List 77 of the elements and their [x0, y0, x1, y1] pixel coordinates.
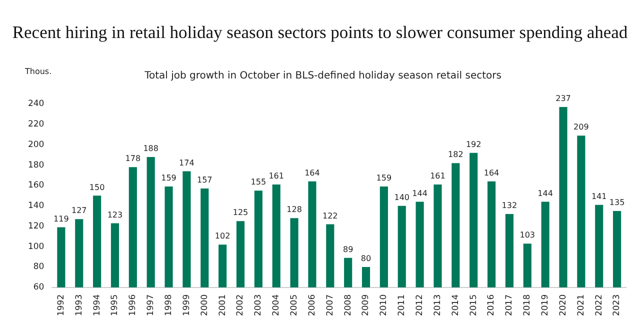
data-label: 122 [322, 211, 338, 220]
data-label: 135 [609, 198, 625, 208]
data-label: 164 [304, 168, 320, 178]
data-label: 102 [214, 232, 230, 241]
data-label: 164 [484, 168, 500, 178]
chart-title: Recent hiring in retail holiday season sectors points to slower consumer spending ahead [11, 22, 629, 43]
data-label: 161 [430, 172, 446, 181]
x-tick-label: 2010 [379, 294, 390, 316]
x-tick-label: 2011 [397, 294, 408, 316]
y-tick-label: 180 [28, 160, 44, 170]
x-tick-label: 1998 [164, 294, 174, 316]
y-tick-label: 60 [33, 282, 44, 293]
data-label: 150 [89, 182, 105, 192]
x-tick-label: 1992 [56, 294, 66, 316]
data-label: 141 [591, 192, 607, 201]
y-tick-label: 80 [33, 262, 44, 272]
x-tick-label: 1994 [92, 294, 102, 316]
x-tick-label: 2004 [272, 294, 282, 316]
x-tick-label: 2022 [594, 294, 604, 316]
data-label: 80 [360, 254, 372, 264]
x-tick-label: 2017 [504, 294, 515, 316]
chart-subtitle: Total job growth in October in BLS-defined holiday season retail sectors [144, 70, 502, 82]
data-label: 144 [538, 188, 553, 198]
data-label: 157 [196, 176, 212, 185]
data-label: 125 [232, 208, 248, 218]
data-label: 123 [107, 210, 123, 220]
y-tick-label: 120 [28, 221, 44, 232]
x-tick-label: 2006 [307, 294, 318, 316]
x-tick-label: 2003 [254, 294, 264, 316]
data-label: 161 [268, 172, 284, 181]
data-label: 127 [71, 206, 87, 216]
x-tick-label: 1993 [74, 294, 84, 316]
data-label: 89 [342, 244, 354, 254]
data-label: 140 [394, 192, 410, 202]
y-tick-label: 160 [28, 180, 44, 191]
x-tick-label: 1995 [110, 294, 120, 316]
x-tick-label: 2016 [486, 294, 497, 316]
data-label: 174 [179, 158, 194, 168]
data-label: 182 [448, 150, 464, 160]
data-label: 155 [250, 178, 266, 187]
y-tick-label: 220 [28, 120, 44, 130]
x-tick-label: 2014 [450, 294, 461, 316]
y-tick-label: 100 [28, 242, 44, 252]
x-tick-label: 2009 [361, 294, 372, 316]
y-tick-label: 240 [28, 99, 44, 110]
x-tick-label: 2020 [558, 294, 568, 316]
x-tick-label: 2005 [289, 294, 300, 316]
data-label: 209 [574, 122, 589, 132]
data-label: 103 [520, 230, 536, 240]
data-label: 144 [412, 188, 428, 198]
x-tick-label: 2019 [540, 294, 551, 316]
x-tick-label: 1997 [146, 294, 156, 316]
data-label: 119 [54, 214, 69, 224]
y-tick-label: 200 [28, 140, 44, 150]
y-axis-title: Thous. [24, 67, 52, 76]
x-tick-label: 2012 [415, 294, 425, 316]
data-label: 132 [502, 201, 518, 210]
x-tick-label: 2007 [325, 294, 336, 316]
x-tick-label: 2023 [612, 294, 622, 316]
x-tick-label: 2021 [576, 294, 586, 316]
x-tick-label: 2008 [343, 294, 354, 316]
x-tick-label: 2000 [200, 294, 210, 316]
x-tick-label: 2015 [468, 294, 479, 316]
x-tick-label: 1996 [128, 294, 138, 316]
data-label: 159 [376, 174, 392, 183]
x-tick-label: 2018 [522, 294, 533, 316]
data-label: 237 [556, 94, 571, 104]
x-tick-label: 1999 [182, 294, 192, 316]
x-tick-label: 2013 [432, 294, 443, 316]
data-label: 188 [143, 144, 158, 154]
data-label: 128 [286, 205, 302, 214]
y-tick-label: 140 [28, 201, 44, 212]
x-tick-label: 2002 [236, 294, 246, 316]
data-label: 192 [466, 140, 482, 149]
x-tick-label: 2001 [218, 294, 228, 316]
data-label: 178 [125, 154, 141, 164]
data-label: 159 [161, 174, 176, 183]
